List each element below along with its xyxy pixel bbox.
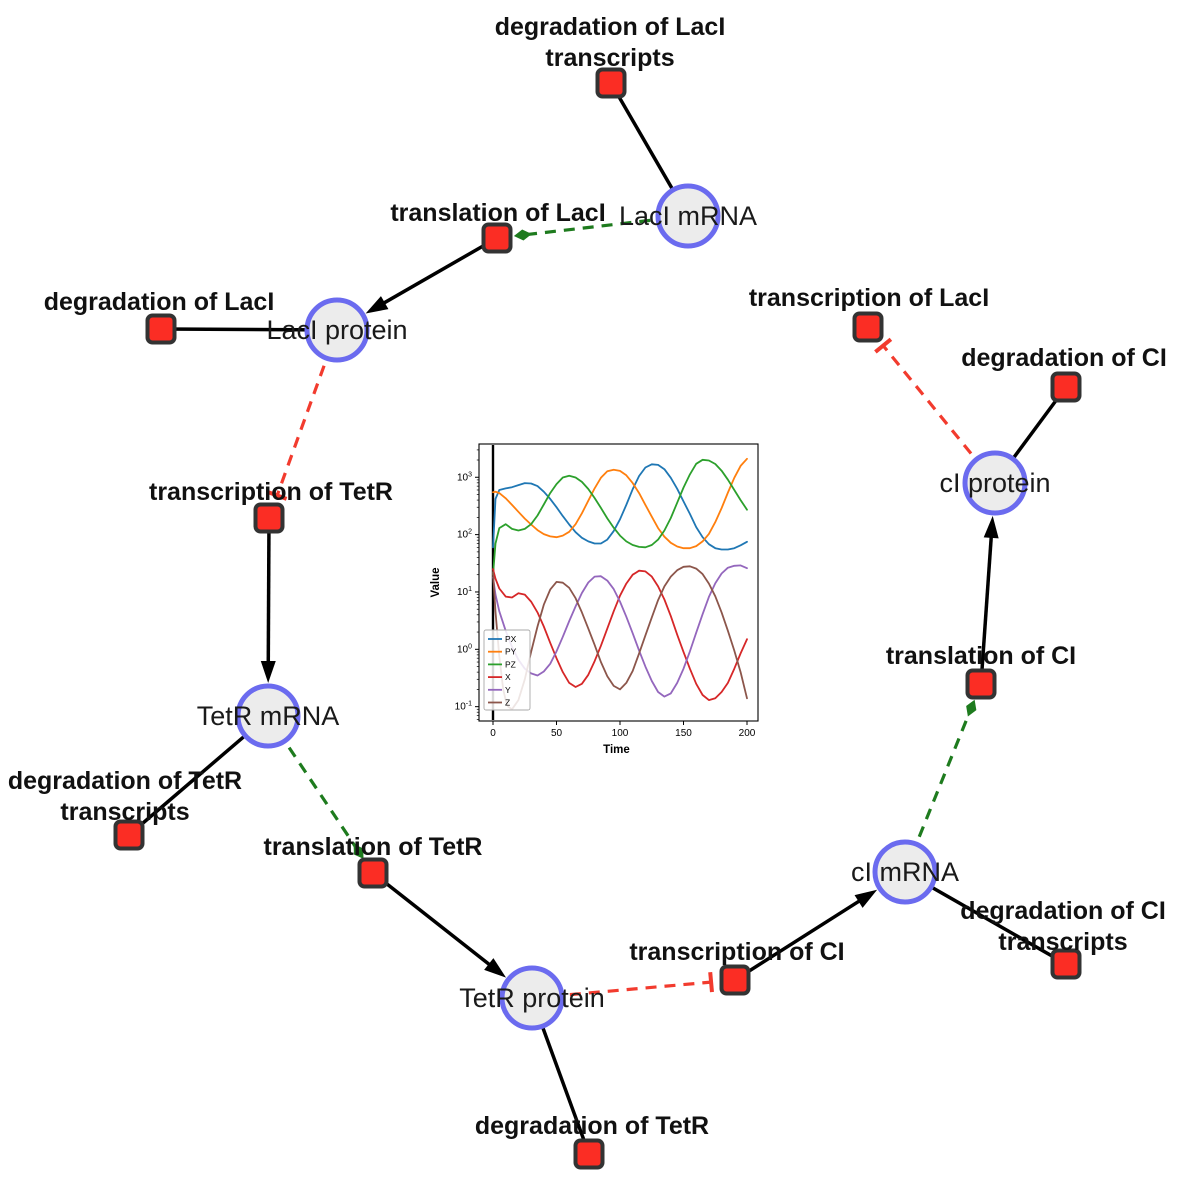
reaction-label-deg_laci_tx: degradation of LacI — [495, 13, 726, 41]
reaction-node-txn_ci[interactable] — [719, 964, 751, 996]
reaction-label-deg_laci: degradation of LacI — [44, 288, 275, 316]
y-axis-tick-label: 10-1 — [455, 701, 472, 713]
series-line-X — [492, 568, 748, 702]
x-axis-tick-label: 50 — [551, 728, 563, 739]
species-node-tetr_mrna[interactable] — [235, 683, 301, 749]
reaction-node-deg_tetr_tx[interactable] — [113, 819, 145, 851]
species-node-laci_protein[interactable] — [304, 297, 370, 363]
reaction-label-transl_ci: translation of CI — [886, 642, 1076, 670]
reaction-label-deg_tetr_tx: degradation of TetR — [8, 767, 242, 795]
x-axis-tick-label: 0 — [490, 728, 496, 739]
labels-layer: degradation of LacI transcripts translatio… — [8, 13, 1167, 1140]
edge-production-txn_ci-ci_mrna — [734, 895, 867, 982]
species-node-ci_mrna[interactable] — [872, 839, 938, 905]
reaction-label-transl_tetr: translation of TetR — [264, 833, 483, 861]
x-axis-label: Time — [603, 744, 630, 756]
edge-production-transl_laci-laci_protein — [376, 236, 498, 309]
reaction-node-deg_ci_tx[interactable] — [1050, 948, 1082, 980]
legend-label-X: X — [505, 672, 511, 682]
reaction-node-deg_laci_tx[interactable] — [595, 67, 627, 99]
reaction-nodes-layer — [113, 67, 1082, 1170]
y-axis-tick-label: 102 — [457, 529, 472, 541]
reaction-label-deg_ci: degradation of CI — [961, 344, 1167, 372]
reaction-node-txn_laci[interactable] — [852, 311, 884, 343]
series-line-PY — [492, 457, 748, 550]
edge-production-txn_tetr-tetr_mrna-arrowhead-icon — [260, 660, 276, 684]
species-label-laci_mrna: LacI mRNA — [619, 201, 757, 231]
edge-stimulation-laci_mrna-transl_laci-diamond-icon — [513, 229, 532, 241]
series-line-PX — [492, 463, 748, 551]
legend-label-Y: Y — [505, 685, 511, 695]
reaction-label-deg_ci_tx: transcripts — [998, 928, 1127, 956]
x-axis-tick-label: 200 — [739, 728, 756, 739]
y-axis-tick-label: 103 — [457, 471, 472, 483]
legend-label-Z: Z — [505, 698, 510, 708]
reaction-node-deg_tetr[interactable] — [573, 1138, 605, 1170]
species-node-laci_mrna[interactable] — [655, 183, 721, 249]
reaction-label-txn_laci: transcription of LacI — [749, 284, 989, 312]
reaction-label-deg_tetr: degradation of TetR — [475, 1112, 709, 1140]
edge-stimulation-tetr_mrna-transl_tetr-diamond-icon — [353, 843, 364, 859]
species-node-tetr_protein[interactable] — [499, 965, 565, 1031]
edge-stimulation-ci_mrna-transl_ci-diamond-icon — [966, 699, 977, 717]
edge-production-transl_tetr-tetr_protein — [371, 871, 497, 971]
edge-production-txn_tetr-tetr_mrna — [266, 517, 271, 670]
reaction-label-deg_laci_tx: transcripts — [545, 44, 674, 72]
reaction-label-deg_ci_tx: degradation of CI — [960, 897, 1166, 925]
plot-border — [478, 443, 759, 722]
species-label-tetr_protein: TetR protein — [459, 983, 605, 1013]
reaction-node-transl_ci[interactable] — [965, 668, 997, 700]
edge-production-txn_ci-ci_mrna-arrowhead-icon — [854, 889, 878, 908]
chart-background — [425, 430, 775, 764]
series-line-PZ — [492, 458, 748, 576]
chart-legend: PX PY PZ XYZ — [483, 629, 531, 711]
inset-plot: 10-1 100 101 102 103 0 50 100 150 200 Time Value PX P… — [425, 430, 775, 764]
species-label-ci_protein: cI protein — [939, 468, 1050, 498]
edge-production-transl_laci-laci_protein-arrowhead-icon — [365, 296, 389, 314]
x-axis-tick-label: 150 — [675, 728, 692, 739]
reaction-label-txn_ci: transcription of CI — [629, 938, 844, 966]
species-nodes-layer — [235, 183, 1028, 1031]
edges-layer — [127, 82, 1068, 1155]
reaction-label-txn_tetr: transcription of TetR — [149, 478, 393, 506]
legend-label-PX: PX — [505, 634, 517, 644]
edge-production-transl_tetr-tetr_protein-arrowhead-icon — [484, 958, 507, 978]
species-label-ci_mrna: cI mRNA — [851, 857, 959, 887]
x-axis-tick-label: 100 — [612, 728, 629, 739]
y-axis-tick-label: 101 — [457, 586, 472, 598]
species-label-tetr_mrna: TetR mRNA — [197, 701, 340, 731]
legend-label-PZ: PZ — [505, 659, 516, 669]
y-axis-label: Value — [430, 567, 442, 597]
reaction-node-txn_tetr[interactable] — [253, 502, 285, 534]
species-label-laci_protein: LacI protein — [266, 315, 407, 345]
reaction-label-transl_laci: translation of LacI — [390, 199, 605, 227]
reaction-node-transl_tetr[interactable] — [357, 857, 389, 889]
reaction-node-deg_ci[interactable] — [1050, 371, 1082, 403]
edge-inhibition-ci_protein-txn_laci-tee-icon — [874, 337, 893, 354]
edge-inhibition-laci_protein-txn_tetr-tee-icon — [267, 490, 288, 501]
edge-production-transl_ci-ci_protein-arrowhead-icon — [983, 515, 999, 539]
y-axis-tick-label: 100 — [457, 643, 472, 655]
reaction-node-transl_laci[interactable] — [481, 222, 513, 254]
legend-label-PY: PY — [505, 647, 517, 657]
reaction-label-deg_tetr_tx: transcripts — [60, 798, 189, 826]
edge-production-transl_ci-ci_protein — [979, 529, 994, 685]
species-node-ci_protein[interactable] — [962, 450, 1028, 516]
edge-inhibition-tetr_protein-txn_ci-tee-icon — [708, 971, 714, 993]
reaction-node-deg_laci[interactable] — [145, 313, 177, 345]
